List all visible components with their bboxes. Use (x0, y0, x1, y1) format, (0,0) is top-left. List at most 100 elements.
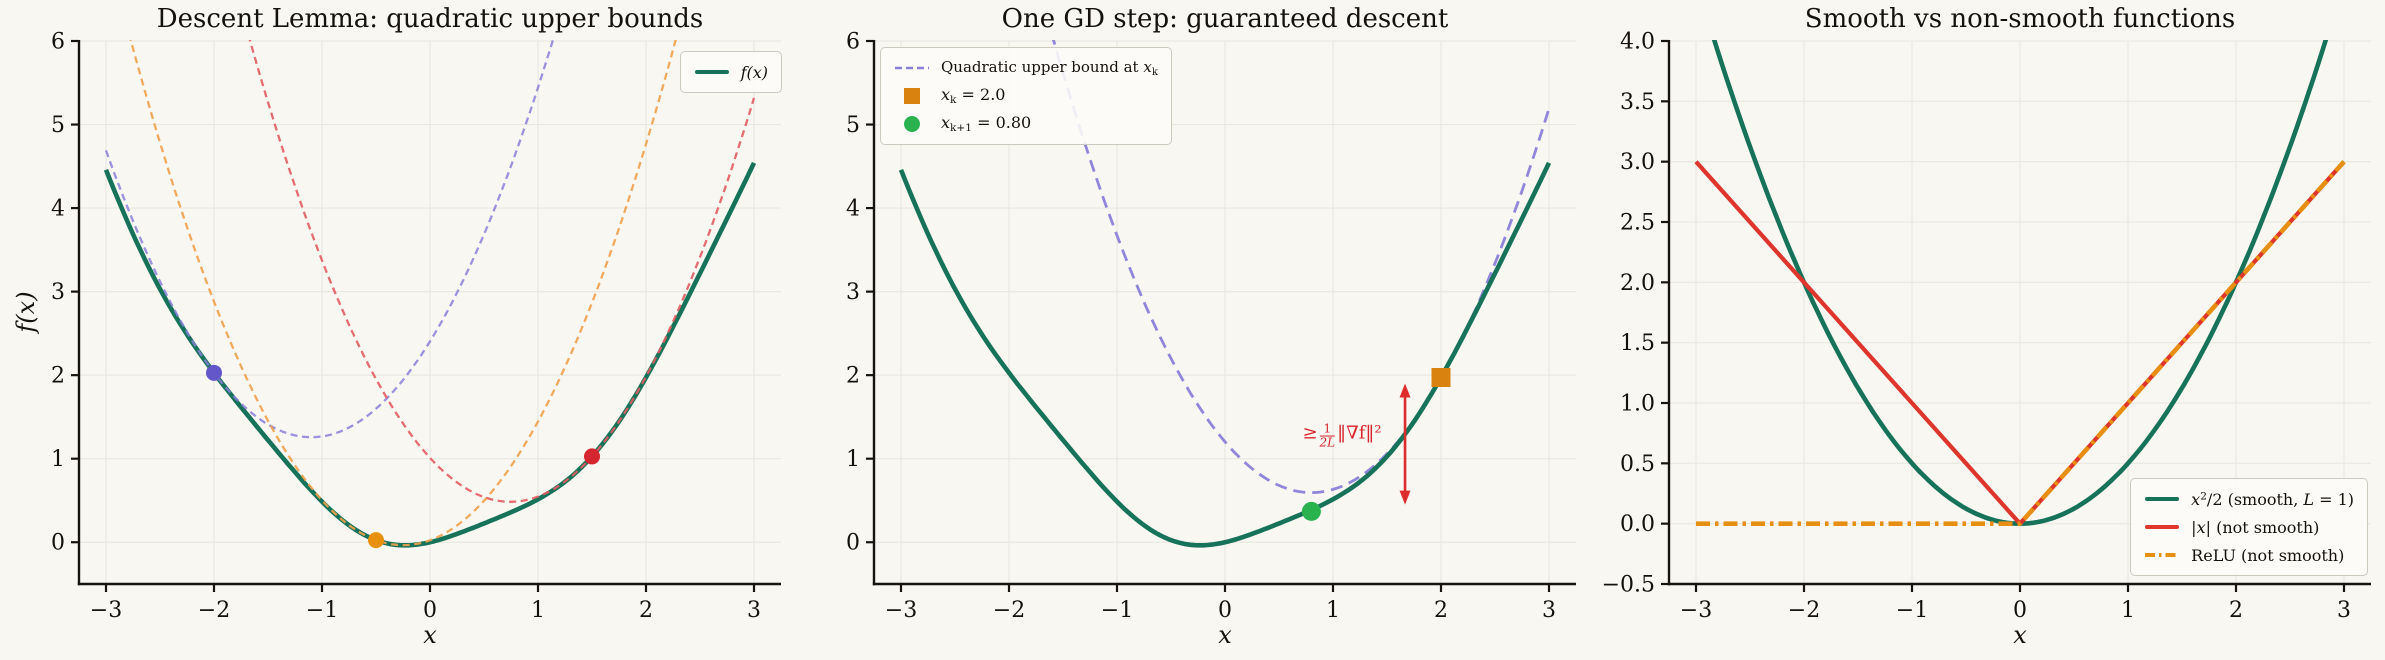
legend-item-xk1: xk+1 = 0.80 (894, 110, 1158, 138)
y-tick-label: 1 (51, 447, 65, 472)
x-tick-label: 1 (531, 598, 545, 623)
y-tick-label: 1.5 (1620, 331, 1655, 356)
y-tick-label: 3 (51, 280, 65, 305)
plot-descent-lemma: −3 −2 −1 0 1 2 3 0 1 2 3 4 5 6 (51, 30, 781, 624)
x-tick-label: −1 (1101, 598, 1133, 623)
arrow-head-up (1399, 383, 1411, 398)
legend-item-relu: ReLU (not smooth) (2144, 541, 2354, 569)
legend-label: Quadratic upper bound at xk (941, 58, 1158, 78)
x-tick-label: 2 (1434, 598, 1448, 623)
y-tick-label: 3.5 (1620, 90, 1655, 115)
legend: Quadratic upper bound at xk xk = 2.0 xk+… (880, 47, 1172, 145)
legend-item-quadratic: x2/2 (smooth, L = 1) (2144, 485, 2354, 513)
plot-smooth-vs-nonsmooth: −3 −2 −1 0 1 2 3 −0.5 0.0 0.5 1.0 1.5 2.0 2.5 3.0 3.5 4.… (1602, 30, 2371, 624)
legend-label: ReLU (not smooth) (2191, 545, 2345, 565)
x-tick-label: 3 (2337, 598, 2351, 623)
curves (1694, 40, 2346, 526)
legend: x2/2 (smooth, L = 1) |x| (not smooth) Re… (2130, 478, 2368, 576)
marker-square (1431, 367, 1451, 387)
y-tick-label: 2 (51, 364, 65, 389)
x-tick-label: 0 (1218, 598, 1232, 623)
circle-marker-swatch (894, 116, 930, 132)
ticks: −3 −2 −1 0 1 2 3 −0.5 0.0 0.5 1.0 1.5 2.0 2.5 3.0 3.5 4.… (1602, 30, 2351, 624)
grid (79, 40, 781, 584)
square-marker-swatch (894, 88, 930, 104)
plot-title: Descent Lemma: quadratic upper bounds (156, 4, 704, 34)
y-tick-label: 0 (51, 531, 65, 556)
marker-circle (368, 532, 384, 549)
y-tick-label: 2.5 (1620, 211, 1655, 236)
y-tick-label: −0.5 (1602, 573, 1655, 598)
y-tick-label: 0.0 (1620, 512, 1655, 537)
y-tick-label: 0 (846, 531, 860, 556)
arrow-head-down (1399, 490, 1411, 505)
legend-item-fx: f(x) (694, 58, 768, 86)
grad-norm: ‖∇f‖² (1337, 422, 1382, 444)
teal-line-swatch (2144, 496, 2180, 502)
x-tick-label: 3 (1542, 598, 1556, 623)
red-line-swatch (2144, 524, 2180, 530)
y-tick-label: 5 (846, 113, 860, 138)
y-tick-label: 6 (846, 30, 860, 55)
y-tick-label: 2.0 (1620, 271, 1655, 296)
y-tick-label: 6 (51, 30, 65, 55)
plot-title: Smooth vs non-smooth functions (1804, 4, 2236, 34)
x-tick-label: −3 (1680, 598, 1712, 623)
y-tick-label: 4 (51, 197, 65, 222)
y-tick-label: 2 (846, 364, 860, 389)
x-tick-label: 0 (423, 598, 437, 623)
marker-circle (1301, 501, 1321, 521)
legend: f(x) (679, 51, 782, 93)
curve-polyline (1696, 160, 2346, 526)
x-tick-label: 2 (639, 598, 653, 623)
y-tick-label: 4 (846, 197, 860, 222)
x-tick-label: −1 (1896, 598, 1928, 623)
y-axis-label: f(x) (12, 291, 40, 333)
marker-circle (206, 364, 222, 381)
panel-gd-step: −3 −2 −1 0 1 2 3 0 1 2 3 4 5 6 One GD step: guarantee… (795, 0, 1590, 660)
x-axis-label: x (423, 621, 437, 649)
ticks: −3 −2 −1 0 1 2 3 0 1 2 3 4 5 6 (846, 30, 1556, 624)
curve-parabola (129, 40, 677, 547)
legend-item-upper-bound: Quadratic upper bound at xk (894, 54, 1158, 82)
legend-item-xk: xk = 2.0 (894, 82, 1158, 110)
x-tick-label: 3 (747, 598, 761, 623)
x-tick-label: 0 (2013, 598, 2027, 623)
panel-descent-lemma: −3 −2 −1 0 1 2 3 0 1 2 3 4 5 6 Descent Lemma: quadrat… (0, 0, 795, 660)
y-tick-label: 3.0 (1620, 150, 1655, 175)
legend-label: f(x) (741, 63, 768, 82)
y-tick-label: 3 (846, 280, 860, 305)
x-tick-label: −3 (885, 598, 917, 623)
marker-circle (584, 448, 600, 465)
y-tick-label: 0.5 (1620, 452, 1655, 477)
descent-arrow (1399, 383, 1411, 505)
dashdot-line-swatch (2144, 551, 2180, 559)
dashed-line-swatch (894, 64, 930, 72)
y-tick-label: 5 (51, 113, 65, 138)
x-tick-label: 1 (1326, 598, 1340, 623)
geq-sign: ≥ (1302, 422, 1318, 444)
y-tick-label: 1 (846, 447, 860, 472)
legend-label: xk = 2.0 (941, 85, 1006, 107)
legend-label: x2/2 (smooth, L = 1) (2191, 489, 2354, 509)
x-tick-label: −1 (306, 598, 338, 623)
legend-label: xk+1 = 0.80 (941, 113, 1032, 135)
x-tick-label: 2 (2229, 598, 2243, 623)
markers (1301, 367, 1451, 521)
y-tick-label: 1.0 (1620, 392, 1655, 417)
x-tick-label: −2 (1788, 598, 1820, 623)
legend-label: |x| (not smooth) (2191, 517, 2320, 537)
plot-title: One GD step: guaranteed descent (1001, 4, 1449, 34)
panel-smooth-vs-nonsmooth: −3 −2 −1 0 1 2 3 −0.5 0.0 0.5 1.0 1.5 2.0 2.5 3.0 3.5 4.… (1590, 0, 2385, 660)
x-tick-label: −2 (993, 598, 1025, 623)
markers (206, 364, 600, 549)
x-tick-label: −2 (198, 598, 230, 623)
ticks: −3 −2 −1 0 1 2 3 0 1 2 3 4 5 6 (51, 30, 761, 624)
x-axis-label: x (1218, 621, 1232, 649)
x-axis-label: x (2013, 621, 2027, 649)
fraction: 1 2L (1319, 421, 1336, 450)
y-tick-label: 4.0 (1620, 30, 1655, 55)
x-tick-label: 1 (2121, 598, 2135, 623)
x-tick-label: −3 (90, 598, 122, 623)
